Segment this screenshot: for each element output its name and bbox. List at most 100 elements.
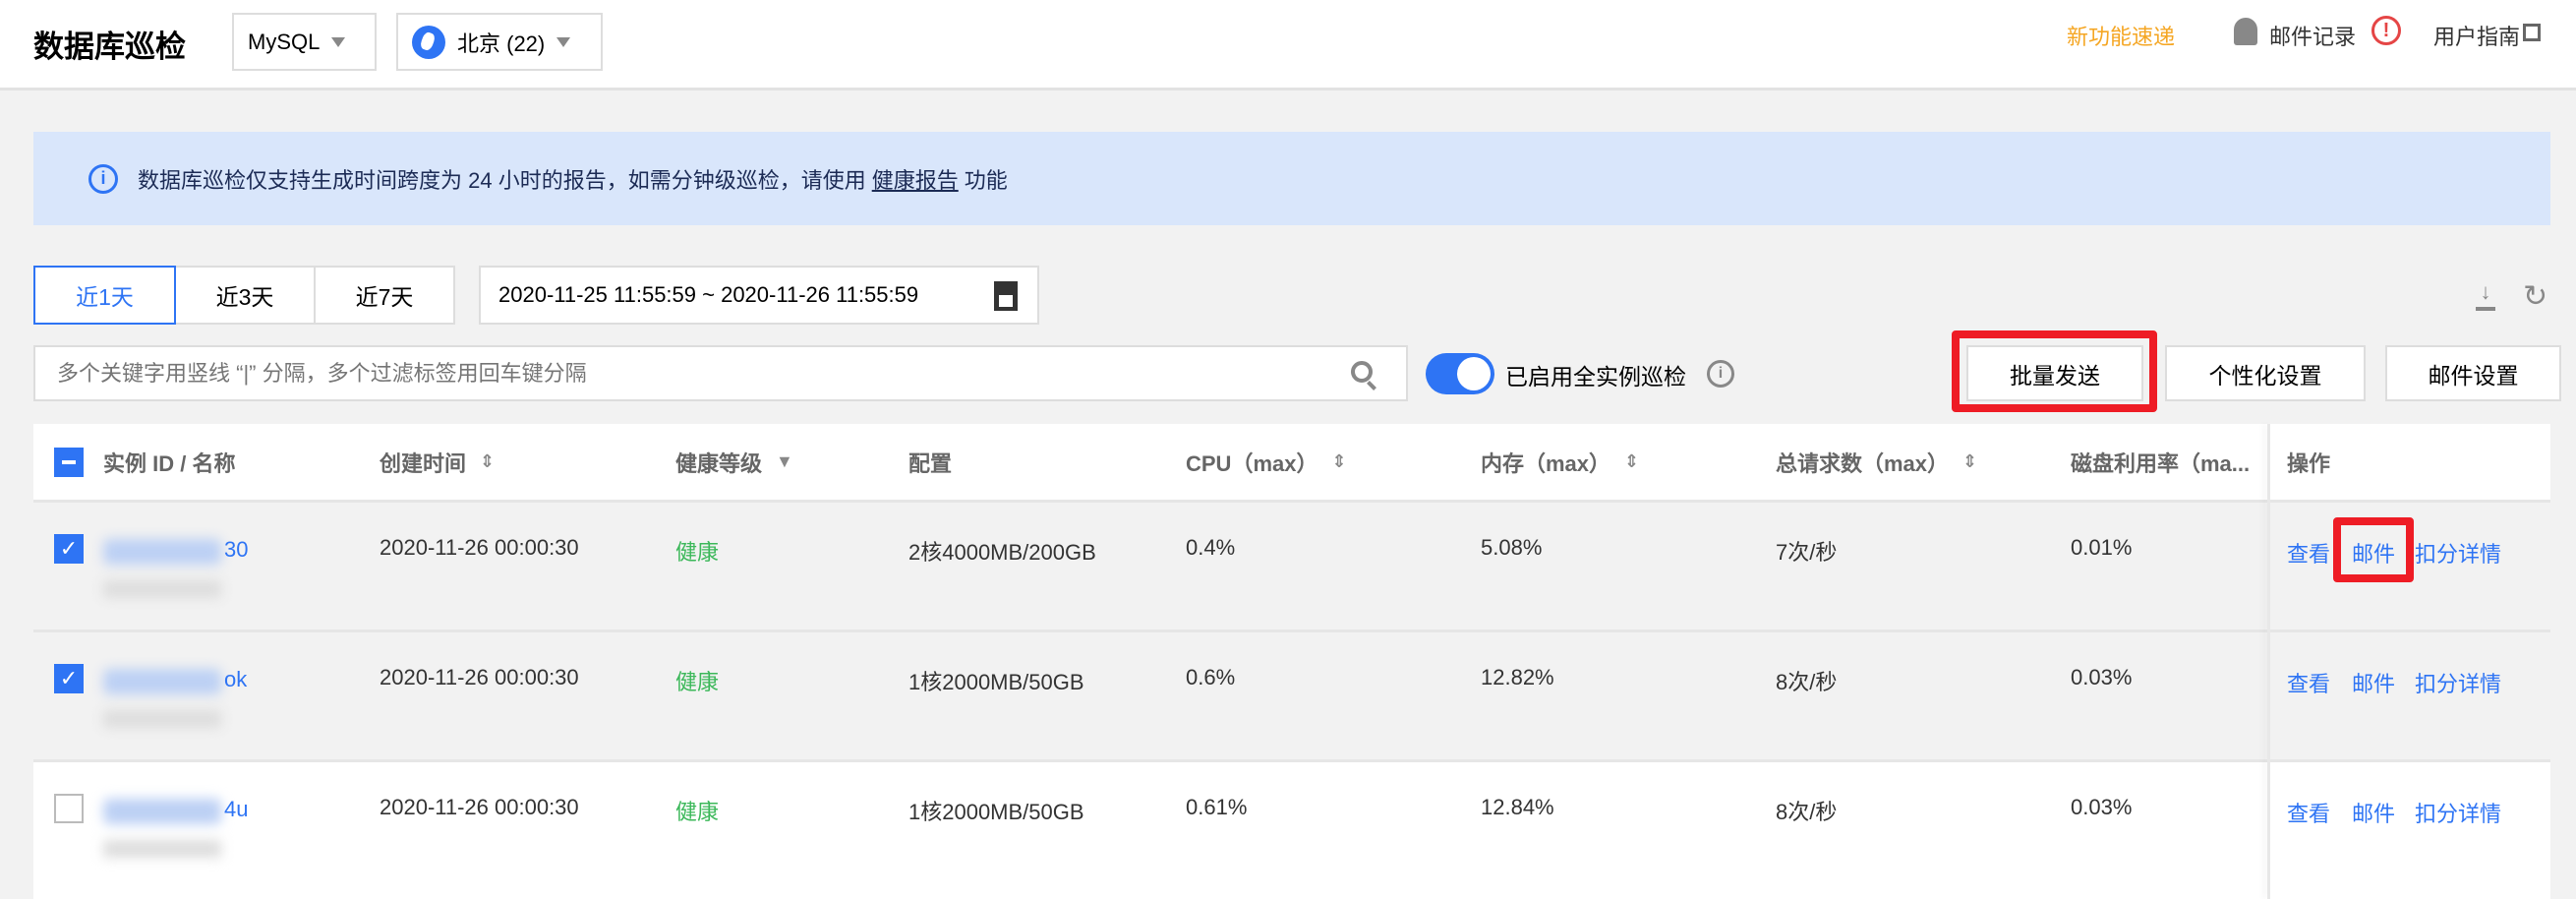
date-range-picker[interactable]: 2020-11-25 11:55:59 ~ 2020-11-26 11:55:5…	[479, 266, 1039, 325]
deduction-details-link[interactable]: 扣分详情	[2415, 672, 2502, 696]
cell-config: 1核2000MB/50GB	[908, 670, 1084, 694]
select-all-checkbox[interactable]	[54, 448, 84, 477]
table-row[interactable]	[33, 500, 2550, 629]
info-icon[interactable]: i	[1707, 360, 1734, 388]
chevron-down-icon	[331, 36, 346, 47]
cell-health: 健康	[675, 670, 720, 694]
cell-health: 健康	[675, 540, 720, 565]
cell-created: 2020-11-26 00:00:30	[380, 535, 579, 560]
cell-disk: 0.03%	[2071, 795, 2133, 819]
sort-icon: ⇕	[1624, 451, 1640, 471]
info-icon: i	[88, 163, 118, 194]
sort-icon: ⇕	[480, 451, 496, 471]
deduction-details-link[interactable]: 扣分详情	[2415, 802, 2502, 826]
search-icon[interactable]	[1351, 361, 1373, 383]
col-header-config: 配置	[908, 450, 953, 476]
info-banner: i 数据库巡检仅支持生成时间跨度为 24 小时的报告，如需分钟级巡检，请使用 健…	[33, 132, 2550, 225]
search-input[interactable]	[57, 360, 1316, 387]
blurred-instance-id	[103, 539, 221, 565]
col-header-memory[interactable]: 内存（max） ⇕	[1481, 450, 1640, 476]
tab-1-day[interactable]: 近1天	[33, 266, 176, 325]
col-header-disk: 磁盘利用率（ma...	[2071, 450, 2251, 476]
row-checkbox[interactable]	[54, 794, 84, 823]
cell-health: 健康	[675, 800, 720, 824]
external-link-icon	[2523, 24, 2541, 41]
mail-link[interactable]: 邮件	[2352, 802, 2396, 826]
cell-config: 2核4000MB/200GB	[908, 540, 1096, 565]
banner-text-end: 功能	[964, 167, 1008, 193]
personalize-button[interactable]: 个性化设置	[2165, 345, 2366, 401]
highlight-box	[1952, 330, 2157, 412]
mail-log-link[interactable]: 邮件记录	[2269, 25, 2357, 49]
cell-req: 7次/秒	[1776, 540, 1838, 565]
cell-cpu: 0.61%	[1186, 795, 1248, 819]
view-link[interactable]: 查看	[2287, 672, 2331, 696]
chevron-down-icon	[556, 36, 571, 47]
table-row[interactable]	[33, 759, 2550, 889]
cell-config: 1核2000MB/50GB	[908, 800, 1084, 824]
col-header-requests[interactable]: 总请求数（max） ⇕	[1776, 450, 1978, 476]
cell-disk: 0.03%	[2071, 665, 2133, 689]
row-checkbox[interactable]: ✓	[54, 534, 84, 564]
cell-created: 2020-11-26 00:00:30	[380, 795, 579, 819]
row-checkbox[interactable]: ✓	[54, 664, 84, 693]
sort-icon: ⇕	[1331, 451, 1347, 471]
filter-icon: ▼	[776, 451, 793, 471]
cell-req: 8次/秒	[1776, 800, 1838, 824]
search-box[interactable]	[33, 345, 1408, 401]
refresh-icon[interactable]: ↻	[2523, 280, 2548, 313]
view-link[interactable]: 查看	[2287, 542, 2331, 567]
whats-new-link[interactable]: 新功能速递	[2067, 25, 2176, 49]
deduction-details-link[interactable]: 扣分详情	[2415, 542, 2502, 567]
cell-created: 2020-11-26 00:00:30	[380, 665, 579, 689]
col-header-actions: 操作	[2287, 450, 2331, 476]
view-link[interactable]: 查看	[2287, 802, 2331, 826]
region-value: 北京 (22)	[457, 30, 546, 56]
sort-icon: ⇕	[1962, 451, 1978, 471]
full-inspection-toggle[interactable]	[1426, 353, 1494, 394]
mail-link[interactable]: 邮件	[2352, 672, 2396, 696]
actions-column-divider	[2267, 424, 2270, 899]
calendar-icon	[994, 281, 1018, 311]
col-header-created[interactable]: 创建时间 ⇕	[380, 450, 496, 476]
user-guide-link[interactable]: 用户指南	[2433, 25, 2521, 49]
cell-disk: 0.01%	[2071, 535, 2133, 560]
blurred-instance-name	[103, 580, 221, 598]
blurred-instance-id	[103, 669, 221, 694]
page-title: 数据库巡检	[33, 30, 186, 64]
date-range-value: 2020-11-25 11:55:59 ~ 2020-11-26 11:55:5…	[498, 282, 919, 307]
globe-icon	[412, 25, 445, 59]
col-header-cpu[interactable]: CPU（max） ⇕	[1186, 450, 1347, 476]
bell-icon	[2234, 18, 2257, 45]
cell-cpu: 0.4%	[1186, 535, 1236, 560]
col-header-id: 实例 ID / 名称	[103, 450, 236, 476]
table-row[interactable]	[33, 629, 2550, 759]
cell-cpu: 0.6%	[1186, 665, 1236, 689]
db-type-value: MySQL	[248, 29, 321, 54]
region-dropdown[interactable]: 北京 (22)	[396, 13, 603, 71]
blurred-instance-name	[103, 710, 221, 728]
tab-7-days[interactable]: 近7天	[314, 266, 455, 325]
batch-send-button[interactable]: 批量发送	[1966, 345, 2143, 401]
instance-id-link[interactable]: ok	[224, 667, 248, 691]
highlight-box	[2333, 517, 2414, 582]
cell-mem: 12.82%	[1481, 665, 1554, 689]
health-report-link[interactable]: 健康报告	[871, 167, 959, 193]
blurred-instance-name	[103, 840, 221, 858]
download-icon[interactable]: ↓	[2476, 281, 2495, 311]
mail-link[interactable]: 邮件	[2352, 542, 2396, 567]
instance-id-link[interactable]: 4u	[224, 797, 249, 821]
col-header-health[interactable]: 健康等级 ▼	[675, 450, 793, 476]
top-header	[0, 0, 2576, 90]
instance-id-link[interactable]: 30	[224, 537, 249, 562]
mail-settings-button[interactable]: 邮件设置	[2385, 345, 2561, 401]
db-type-dropdown[interactable]: MySQL	[232, 13, 377, 71]
alert-icon: !	[2371, 16, 2401, 45]
cell-mem: 12.84%	[1481, 795, 1554, 819]
toggle-label: 已启用全实例巡检	[1505, 364, 1686, 390]
cell-mem: 5.08%	[1481, 535, 1543, 560]
cell-req: 8次/秒	[1776, 670, 1838, 694]
blurred-instance-id	[103, 799, 221, 824]
tab-3-days[interactable]: 近3天	[174, 266, 316, 325]
banner-text: 数据库巡检仅支持生成时间跨度为 24 小时的报告，如需分钟级巡检，请使用	[138, 167, 866, 193]
